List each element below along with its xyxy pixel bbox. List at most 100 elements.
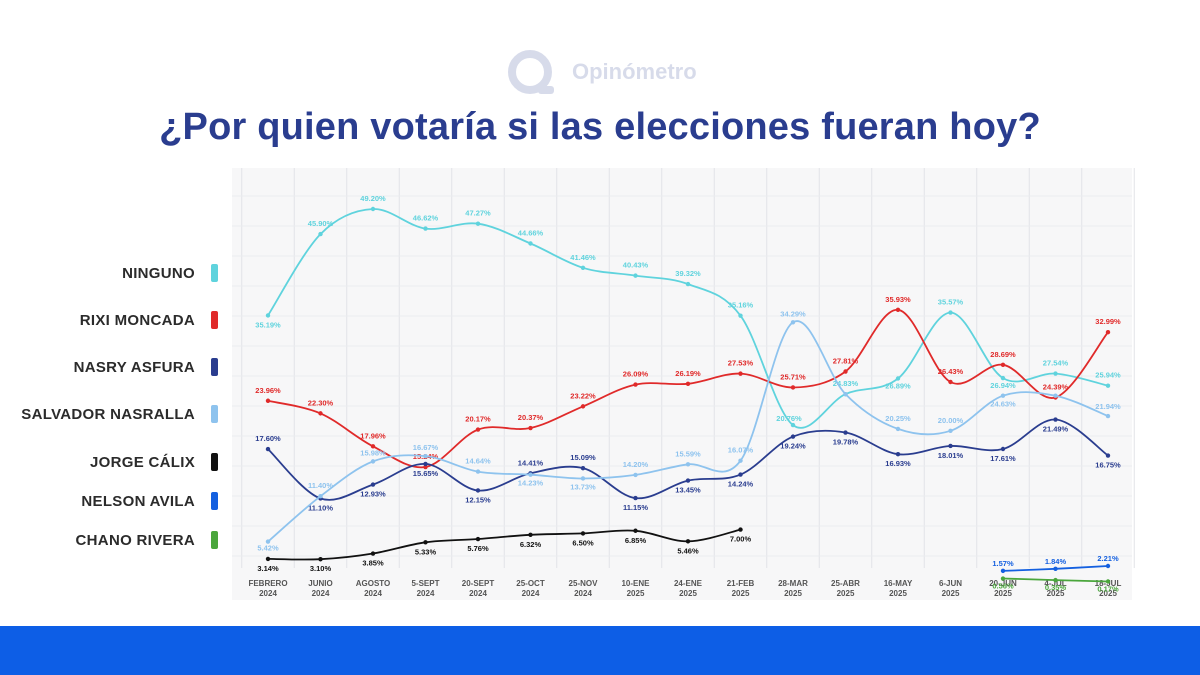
data-label-nelson-avila: 1.84% (1045, 557, 1067, 566)
data-label-jorge-calix: 3.10% (310, 564, 332, 573)
data-label-nasry-asfura: 11.10% (308, 503, 333, 512)
x-tick-label: 28-MAR 2025 (778, 579, 808, 598)
x-tick-label: 25-OCT 2024 (516, 579, 545, 598)
data-point-jorge-calix (528, 532, 533, 537)
data-point-salvador-nasralla (1105, 413, 1111, 419)
x-tick-label: 10-ENE 2025 (621, 579, 650, 598)
line-chart: FEBRERO 2024 JUNIO 2024 AGOSTO 2024 5-SEPT 2024… (232, 168, 1135, 598)
data-label-nelson-avila: 1.57% (992, 559, 1014, 568)
data-label-ninguno: 40.43% (623, 261, 649, 270)
data-label-ninguno: 26.94% (990, 381, 1016, 390)
data-point-rixi-moncada (580, 404, 586, 409)
legend-label: JORGE CÁLIX (90, 453, 195, 471)
data-point-rixi-moncada (685, 381, 691, 387)
data-label-rixi-moncada: 26.19% (675, 369, 701, 378)
data-label-ninguno: 35.19% (255, 320, 281, 329)
data-label-salvador-nasralla: 15.59% (675, 449, 701, 458)
data-point-salvador-nasralla (580, 476, 586, 481)
data-point-ninguno (948, 310, 953, 315)
data-point-ninguno (1105, 383, 1111, 388)
data-label-salvador-nasralla: 14.23% (518, 479, 544, 488)
data-point-ninguno (633, 273, 638, 278)
data-label-jorge-calix: 5.46% (677, 546, 699, 555)
legend-swatch (211, 453, 218, 471)
data-point-nasry-asfura (738, 472, 743, 477)
x-tick-label: 25-NOV 2024 (569, 579, 599, 598)
data-point-salvador-nasralla (685, 462, 691, 467)
data-label-nasry-asfura: 16.93% (885, 459, 911, 468)
data-label-nelson-avila: 2.21% (1097, 554, 1119, 563)
data-label-rixi-moncada: 26.43% (938, 367, 964, 376)
x-tick-label: 5-SEPT 2024 (411, 579, 439, 598)
x-tick-label: 6-JUN 2025 (939, 579, 962, 598)
data-point-nasry-asfura (685, 478, 691, 483)
x-tick-label: JUNIO 2024 (308, 579, 332, 598)
data-label-rixi-moncada: 26.09% (623, 370, 649, 379)
data-label-nasry-asfura: 12.15% (465, 495, 491, 504)
data-label-salvador-nasralla: 14.64% (465, 457, 491, 466)
data-point-rixi-moncada (475, 427, 481, 432)
legend-swatch (211, 358, 218, 376)
data-point-chano-rivera (1000, 576, 1006, 581)
data-label-ninguno: 46.62% (413, 214, 439, 223)
x-tick-label: 20-SEPT 2024 (462, 579, 495, 598)
data-point-nasry-asfura (1053, 417, 1058, 422)
data-point-salvador-nasralla (948, 428, 953, 434)
data-point-ninguno (528, 241, 533, 246)
data-label-jorge-calix: 5.33% (415, 547, 437, 556)
x-tick-label: 20-JUN 2025 (989, 579, 1017, 598)
data-label-ninguno: 25.94% (1095, 371, 1121, 380)
data-label-jorge-calix: 6.32% (520, 540, 542, 549)
data-point-salvador-nasralla (423, 453, 428, 459)
data-label-rixi-moncada: 20.17% (465, 415, 491, 424)
data-label-rixi-moncada: 27.81% (833, 357, 859, 366)
data-label-nasry-asfura: 15.65% (413, 469, 439, 478)
data-point-nelson-avila (1105, 563, 1111, 569)
data-point-jorge-calix (738, 527, 743, 532)
data-point-nasry-asfura (475, 488, 481, 493)
x-tick-label: 25-ABR 2025 (831, 579, 860, 598)
series-line-jorge-calix (267, 528, 741, 561)
data-label-ninguno: 26.89% (885, 381, 911, 390)
data-point-jorge-calix (475, 536, 481, 542)
data-point-rixi-moncada (423, 464, 428, 470)
data-label-ninguno: 44.66% (518, 228, 544, 237)
data-label-rixi-moncada: 23.96% (255, 386, 281, 395)
data-label-nasry-asfura: 11.15% (623, 503, 648, 512)
data-point-jorge-calix (685, 539, 691, 544)
data-label-rixi-moncada: 27.53% (728, 359, 754, 368)
data-label-nasry-asfura: 15.09% (570, 453, 596, 462)
data-label-chano-rivera: 0.35% (1045, 583, 1067, 592)
data-point-rixi-moncada (948, 379, 953, 385)
data-point-jorge-calix (370, 551, 376, 556)
data-label-ninguno: 24.83% (833, 379, 859, 388)
data-label-salvador-nasralla: 5.42% (257, 544, 279, 553)
data-point-rixi-moncada (895, 307, 901, 313)
legend-item-nelson-avila: NELSON AVILA (81, 492, 218, 510)
data-point-salvador-nasralla (790, 320, 796, 325)
series-line-rixi-moncada (267, 308, 1109, 469)
data-point-ninguno (685, 281, 691, 287)
data-point-salvador-nasralla (1053, 393, 1058, 398)
data-point-nasry-asfura (370, 482, 376, 487)
data-label-rixi-moncada: 32.99% (1095, 317, 1121, 326)
data-point-salvador-nasralla (1000, 393, 1006, 398)
data-label-salvador-nasralla: 16.07% (728, 446, 754, 455)
data-point-ninguno (895, 376, 901, 381)
x-tick-label: AGOSTO 2024 (356, 579, 391, 598)
x-tick-label: 16-MAY 2025 (884, 579, 913, 598)
series-line-salvador-nasralla (267, 320, 1109, 543)
data-label-salvador-nasralla: 20.00% (938, 416, 964, 425)
data-point-rixi-moncada (843, 369, 848, 374)
data-point-ninguno (423, 226, 428, 231)
logo-text: Opinómetro (572, 59, 697, 84)
x-tick-label: 24-ENE 2025 (674, 579, 703, 598)
legend-swatch (211, 311, 218, 329)
data-point-rixi-moncada (738, 371, 743, 376)
opinometro-logo: Opinómetro (508, 44, 708, 100)
data-point-rixi-moncada (265, 398, 271, 403)
legend-label: SALVADOR NASRALLA (21, 405, 195, 423)
legend-label: NINGUNO (122, 264, 195, 282)
legend-item-rixi-moncada: RIXI MONCADA (80, 311, 218, 329)
data-label-chano-rivera: 0.56% (992, 582, 1014, 591)
